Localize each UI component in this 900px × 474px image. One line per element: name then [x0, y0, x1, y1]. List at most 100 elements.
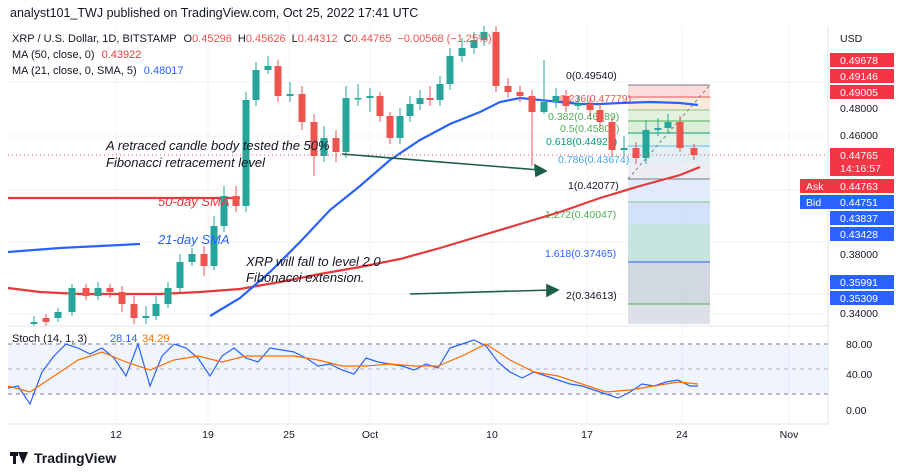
- ma21-line[interactable]: [7, 242, 141, 254]
- candle-body[interactable]: [620, 148, 628, 150]
- candle-body[interactable]: [540, 102, 548, 112]
- badge-049005: 0.49005: [840, 87, 878, 99]
- badge-last-price: 0.44765: [840, 150, 878, 162]
- candle-body[interactable]: [416, 98, 424, 104]
- time-tick-nov: Nov: [780, 429, 799, 441]
- candle-body[interactable]: [664, 122, 672, 128]
- candle-body[interactable]: [68, 288, 76, 312]
- candle-body[interactable]: [142, 316, 150, 318]
- candle-body[interactable]: [406, 104, 414, 116]
- candle-body[interactable]: [376, 96, 384, 116]
- price-badges: 0.49678 0.49146 0.49005 0.44765 14:16:57…: [800, 53, 894, 305]
- annotation-fall-line1: XRP will fall to level 2.0: [245, 254, 381, 269]
- candle-body[interactable]: [298, 94, 306, 122]
- candle-body[interactable]: [118, 292, 126, 304]
- candle-body[interactable]: [596, 110, 604, 122]
- candle-body[interactable]: [252, 70, 260, 100]
- candle-body[interactable]: [504, 86, 512, 92]
- annotation-sma21: 21-day SMA: [157, 232, 230, 247]
- candle-body[interactable]: [574, 104, 582, 106]
- fib-label-1272: 1.272(0.40047): [545, 209, 616, 221]
- badge-035309: 0.35309: [840, 293, 878, 305]
- candle-body[interactable]: [528, 96, 536, 112]
- time-tick-19: 19: [202, 429, 214, 441]
- candle-body[interactable]: [396, 116, 404, 138]
- stoch-d-line[interactable]: [7, 343, 699, 393]
- candle-body[interactable]: [188, 254, 196, 262]
- stoch-k-line[interactable]: [7, 339, 698, 406]
- candle-body[interactable]: [176, 262, 184, 288]
- candle-body[interactable]: [342, 98, 350, 152]
- candle-body[interactable]: [562, 96, 570, 106]
- candle-body[interactable]: [310, 122, 318, 156]
- candle-body[interactable]: [642, 130, 650, 158]
- axis-currency: USD: [840, 33, 863, 45]
- candle-body[interactable]: [30, 322, 38, 324]
- candle-body[interactable]: [426, 98, 434, 100]
- candle-body[interactable]: [516, 92, 524, 96]
- stoch-pane[interactable]: [7, 339, 828, 406]
- candle-body[interactable]: [632, 148, 640, 158]
- stoch-axis: 80.00 40.00 0.00: [846, 339, 872, 417]
- candle-body[interactable]: [654, 128, 662, 130]
- fib-label-0618: 0.618(0.44927): [546, 136, 617, 148]
- price-axis[interactable]: USD 0.48000 0.46000 0.38000 0.34000: [840, 33, 878, 320]
- time-axis: 12 19 25 Oct 10 17 24 Nov: [110, 429, 799, 441]
- ma50-label: MA (50, close, 0): [12, 49, 95, 61]
- publisher-line: analyst101_TWJ published on TradingView.…: [10, 6, 419, 20]
- stoch-label: Stoch (14, 1, 3): [12, 333, 87, 345]
- candle-body[interactable]: [242, 100, 250, 206]
- time-tick-oct: Oct: [362, 429, 378, 441]
- candle-body[interactable]: [200, 254, 208, 266]
- svg-text:MA (50, close, 0) 0.4392: MA (50, close, 0) 0.43922: [12, 49, 141, 61]
- candle-body[interactable]: [386, 116, 394, 138]
- price-chart-svg[interactable]: 0(0.49540) 0.236(0.47779) 0.382(0.46689)…: [0, 26, 900, 446]
- candle-body[interactable]: [470, 40, 478, 48]
- time-tick-12: 12: [110, 429, 122, 441]
- annotation-arrows: [341, 153, 560, 298]
- candle-body[interactable]: [42, 318, 50, 322]
- annotation-retrace-line1: A retraced candle body tested the 50%: [105, 138, 330, 153]
- candle-body[interactable]: [446, 56, 454, 84]
- ma21-line-main[interactable]: [209, 96, 699, 317]
- candle-body[interactable]: [690, 148, 698, 155]
- candle-body[interactable]: [264, 66, 272, 70]
- candle-body[interactable]: [332, 138, 340, 152]
- chart-area[interactable]: 0(0.49540) 0.236(0.47779) 0.382(0.46689)…: [0, 26, 900, 446]
- candle-body[interactable]: [164, 288, 172, 304]
- candle-body[interactable]: [82, 288, 90, 296]
- fib-label-0786: 0.786(0.43674): [558, 154, 629, 166]
- candle-body[interactable]: [608, 122, 616, 150]
- candle-body[interactable]: [220, 196, 228, 226]
- badge-043837: 0.43837: [840, 213, 878, 225]
- candle-body[interactable]: [274, 66, 282, 96]
- footer-brand[interactable]: TradingView: [10, 450, 116, 466]
- candle-body[interactable]: [94, 288, 102, 296]
- candlesticks[interactable]: [30, 26, 698, 326]
- time-tick-25: 25: [283, 429, 295, 441]
- candle-body[interactable]: [232, 196, 240, 206]
- candle-body[interactable]: [458, 48, 466, 56]
- badge-049146: 0.49146: [840, 71, 878, 83]
- candle-body[interactable]: [354, 98, 362, 100]
- candle-body[interactable]: [106, 288, 114, 292]
- candle-body[interactable]: [492, 32, 500, 86]
- candle-body[interactable]: [286, 94, 294, 96]
- candle-body[interactable]: [320, 138, 328, 156]
- ask-value: 0.44763: [840, 181, 878, 193]
- annotations: A retraced candle body tested the 50% Fi…: [105, 138, 381, 285]
- candle-body[interactable]: [210, 226, 218, 266]
- fibonacci-zones[interactable]: [627, 84, 711, 324]
- fib-label-0: 0(0.49540): [566, 70, 617, 82]
- candle-body[interactable]: [152, 304, 160, 316]
- candle-body[interactable]: [366, 96, 374, 98]
- candle-body[interactable]: [552, 96, 560, 102]
- candle-body[interactable]: [586, 104, 594, 110]
- candle-body[interactable]: [676, 122, 684, 148]
- badge-035991: 0.35991: [840, 277, 878, 289]
- candle-body[interactable]: [480, 32, 488, 40]
- candle-body[interactable]: [130, 304, 138, 318]
- candle-body[interactable]: [436, 84, 444, 100]
- badge-043428: 0.43428: [840, 229, 878, 241]
- candle-body[interactable]: [54, 312, 62, 318]
